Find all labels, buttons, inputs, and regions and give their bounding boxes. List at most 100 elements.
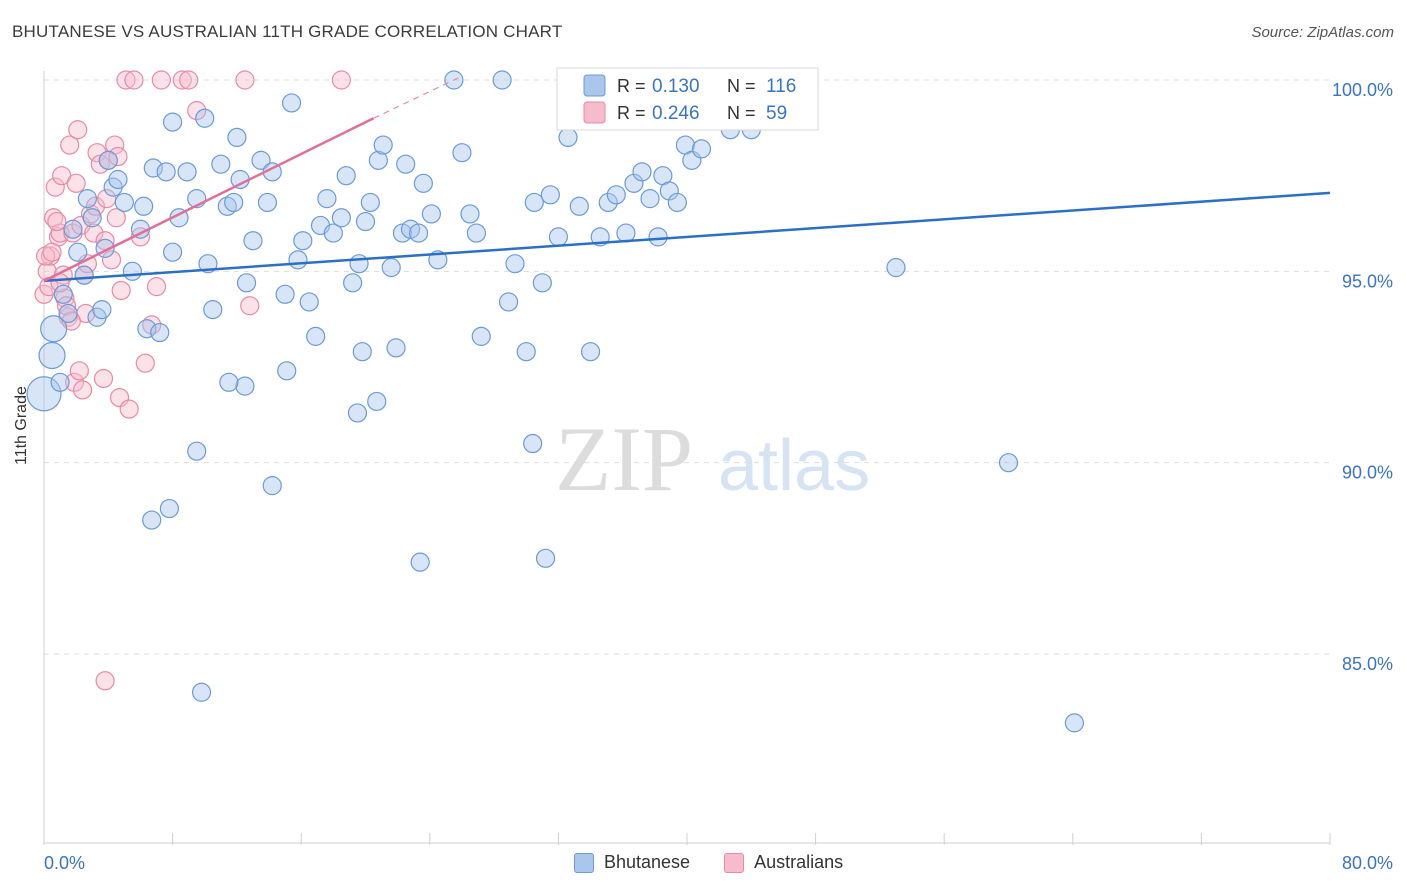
stats-legend-n-label-australians: N = xyxy=(727,103,756,123)
y-tick-label: 90.0% xyxy=(1342,463,1393,483)
bhutanese-point xyxy=(26,376,62,412)
bhutanese-point xyxy=(98,150,118,170)
bhutanese-point xyxy=(606,185,626,205)
bhutanese-point xyxy=(347,403,368,423)
bhutanese-point xyxy=(108,169,128,190)
stats-legend-r-value-australians: 0.246 xyxy=(652,103,700,124)
bhutanese-point xyxy=(413,173,433,193)
bhutanese-point xyxy=(331,208,351,228)
bhutanese-point xyxy=(381,257,401,278)
bhutanese-point xyxy=(251,150,271,170)
bhutanese-point xyxy=(288,250,308,270)
bhutanese-point xyxy=(281,93,302,113)
bhutanese-point xyxy=(355,211,376,232)
bhutanese-point xyxy=(58,303,78,324)
bhutanese-point xyxy=(203,300,223,320)
bhutanese-point xyxy=(137,319,157,339)
bhutanese-point xyxy=(492,70,512,90)
bhutanese-point xyxy=(77,189,98,209)
stats-legend-r-value-bhutanese: 0.130 xyxy=(652,76,700,97)
bhutanese-point xyxy=(460,204,480,224)
bhutanese-point xyxy=(211,154,231,174)
chart-title: BHUTANESE VS AUSTRALIAN 11TH GRADE CORRE… xyxy=(12,22,563,41)
y-tick-labels: 85.0% 90.0% 95.0% 100.0% xyxy=(1332,80,1393,674)
australians-point xyxy=(240,296,260,316)
australians-point xyxy=(45,177,65,197)
australians-point xyxy=(108,146,128,167)
bhutanese-point xyxy=(616,223,636,243)
stats-legend-n-value-bhutanese: 116 xyxy=(766,76,796,97)
australians-point xyxy=(135,353,155,373)
australians-point xyxy=(93,368,114,389)
bhutanese-point xyxy=(317,189,337,209)
bhutanese-point xyxy=(134,196,154,216)
legend-item-australians[interactable]: Australians xyxy=(724,852,843,873)
bhutanese-point xyxy=(580,342,601,362)
australians-point xyxy=(151,70,171,90)
bhutanese-point xyxy=(191,682,212,702)
australians-point xyxy=(101,250,122,270)
bhutanese-point xyxy=(360,192,380,213)
bhutanese-point xyxy=(998,453,1019,473)
bhutanese-point xyxy=(336,166,356,186)
bhutanese-point xyxy=(569,196,589,216)
bhutanese-point xyxy=(187,441,207,461)
bhutanese-point xyxy=(632,162,652,182)
stats-legend: R = 0.130 N = 116 R = 0.246 N = 59 xyxy=(556,67,819,131)
bhutanese-point xyxy=(227,127,247,147)
bhutanese-point xyxy=(177,162,197,182)
bhutanese-point xyxy=(293,231,313,251)
bhutanese-point xyxy=(558,127,578,147)
bhutanese-point xyxy=(50,372,70,392)
australians-point xyxy=(106,208,126,228)
bhutanese-point xyxy=(224,192,244,213)
australians-point xyxy=(235,70,255,90)
australians-point xyxy=(95,671,115,691)
bhutanese-point xyxy=(624,173,644,193)
stats-legend-swatch-australians xyxy=(583,101,606,124)
x-tick-labels: 0.0% 80.0% xyxy=(44,853,1393,873)
bhutanese-point xyxy=(219,372,239,392)
bhutanese-point xyxy=(236,273,257,293)
australians-point xyxy=(119,399,139,419)
bhutanese-point xyxy=(532,273,552,293)
bhutanese-point xyxy=(114,192,134,213)
bhutanese-point xyxy=(243,231,263,251)
bhutanese-point xyxy=(667,192,687,213)
bhutanese-point xyxy=(275,284,295,304)
australians-point xyxy=(47,211,67,232)
bhutanese-point xyxy=(40,315,68,343)
source-label: Source: ZipAtlas.com xyxy=(1251,24,1394,41)
australians-point xyxy=(124,70,144,90)
australians-trend-line xyxy=(43,117,375,283)
legend-item-bhutanese[interactable]: Bhutanese xyxy=(574,852,690,873)
bhutanese-point xyxy=(640,189,660,209)
bhutanese-point xyxy=(421,204,442,224)
stats-legend-n-label-bhutanese: N = xyxy=(727,76,756,96)
australians-point xyxy=(146,277,167,297)
legend-swatch-australians xyxy=(724,852,745,873)
bhutanese-point xyxy=(367,391,387,412)
bhutanese-point xyxy=(368,150,388,170)
bhutanese-point xyxy=(523,433,543,454)
bhutanese-point xyxy=(230,169,250,190)
bhutanese-point xyxy=(163,112,183,132)
bhutanese-point xyxy=(516,342,536,362)
bhutanese-point xyxy=(92,300,112,320)
bhutanese-point xyxy=(122,261,143,281)
bhutanese-point xyxy=(195,108,215,128)
australians-point xyxy=(172,70,192,90)
stats-legend-r-label-australians: R = xyxy=(617,103,646,123)
bhutanese-point xyxy=(74,265,94,285)
australians-point xyxy=(84,223,104,243)
stats-legend-swatch-bhutanese xyxy=(583,74,606,97)
stats-legend-r-label-bhutanese: R = xyxy=(617,76,646,96)
bhutanese-point xyxy=(156,162,176,182)
bhutanese-point xyxy=(540,185,560,205)
australians-point xyxy=(187,101,207,121)
bhutanese-point xyxy=(53,284,73,304)
bhutanese-point xyxy=(548,227,569,247)
y-tick-label: 100.0% xyxy=(1332,80,1393,100)
australians-point xyxy=(179,70,199,90)
